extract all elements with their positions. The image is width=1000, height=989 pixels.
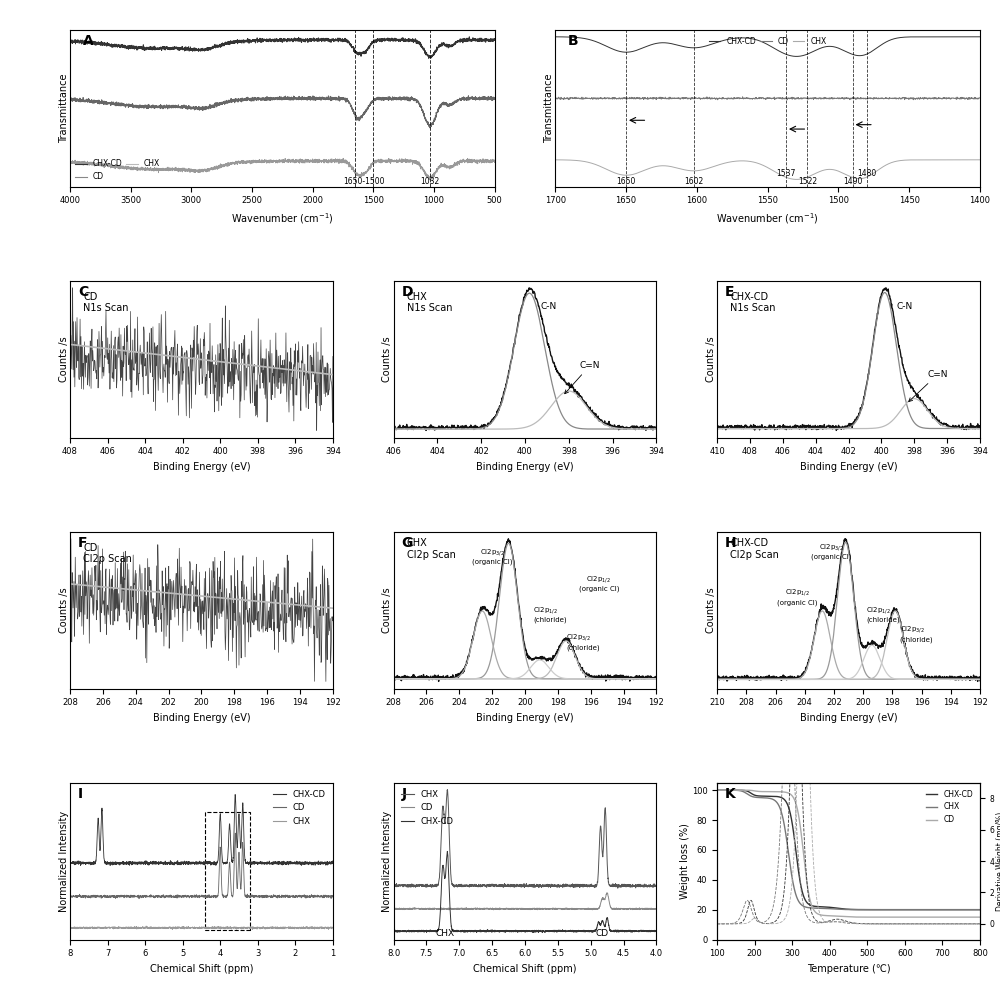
CHX-CD <box>839 903 851 915</box>
CHX-CD <box>725 784 737 796</box>
Y-axis label: Counts /s: Counts /s <box>59 336 69 382</box>
CHX <box>711 784 723 796</box>
CHX <box>966 904 978 916</box>
Text: C-N: C-N <box>540 303 557 312</box>
Text: C=N: C=N <box>909 370 948 402</box>
X-axis label: Wavenumber (cm$^{-1}$): Wavenumber (cm$^{-1}$) <box>716 211 819 225</box>
CD <box>832 910 844 922</box>
Text: J: J <box>401 787 407 801</box>
Text: D: D <box>401 286 413 300</box>
X-axis label: Binding Energy (eV): Binding Energy (eV) <box>476 713 574 723</box>
X-axis label: Binding Energy (eV): Binding Energy (eV) <box>153 713 250 723</box>
X-axis label: Binding Energy (eV): Binding Energy (eV) <box>800 462 897 472</box>
Legend: CHX-CD, CD, CHX: CHX-CD, CD, CHX <box>74 158 162 183</box>
Y-axis label: Derivative Weight (mg/%): Derivative Weight (mg/%) <box>996 812 1000 911</box>
CD <box>966 911 978 923</box>
Text: CHX-CD
Cl2p Scan: CHX-CD Cl2p Scan <box>730 538 779 560</box>
Y-axis label: Normalized Intensity: Normalized Intensity <box>59 811 69 912</box>
CHX-CD <box>974 904 986 916</box>
Line: CD: CD <box>717 790 980 917</box>
Text: Cl2p$_{3/2}$
(organic Cl): Cl2p$_{3/2}$ (organic Cl) <box>811 542 851 561</box>
X-axis label: Chemical Shift (ppm): Chemical Shift (ppm) <box>150 964 253 974</box>
Legend: CHX-CD, CD, CHX: CHX-CD, CD, CHX <box>706 34 829 48</box>
Text: 1490: 1490 <box>843 177 862 186</box>
CD <box>839 911 851 923</box>
CD <box>918 911 930 923</box>
CD <box>725 784 737 796</box>
Text: 1602: 1602 <box>684 177 704 186</box>
Legend: CHX, CD, CHX-CD: CHX, CD, CHX-CD <box>398 787 457 829</box>
Y-axis label: Normalized Intensity: Normalized Intensity <box>382 811 392 912</box>
Text: CHX
N1s Scan: CHX N1s Scan <box>407 292 452 314</box>
Text: 1480: 1480 <box>857 168 876 178</box>
Text: A: A <box>83 35 93 48</box>
CHX <box>974 904 986 916</box>
Text: 1650-1500: 1650-1500 <box>343 177 385 187</box>
X-axis label: Binding Energy (eV): Binding Energy (eV) <box>800 713 897 723</box>
CHX-CD <box>918 904 930 916</box>
Y-axis label: Transmittance: Transmittance <box>544 73 554 142</box>
Text: CD
Cl2p Scan: CD Cl2p Scan <box>83 543 132 565</box>
Y-axis label: Counts /s: Counts /s <box>382 587 392 633</box>
Y-axis label: Transmittance: Transmittance <box>59 73 69 142</box>
CHX-CD <box>832 902 844 914</box>
Text: Cl2p$_{3/2}$
(chloride): Cl2p$_{3/2}$ (chloride) <box>566 633 600 651</box>
CHX <box>839 904 851 916</box>
X-axis label: Wavenumber (cm$^{-1}$): Wavenumber (cm$^{-1}$) <box>231 211 334 225</box>
Y-axis label: Counts /s: Counts /s <box>59 587 69 633</box>
Text: CHX
Cl2p Scan: CHX Cl2p Scan <box>407 538 456 560</box>
Text: Cl2p$_{1/2}$
(chloride): Cl2p$_{1/2}$ (chloride) <box>533 605 567 623</box>
X-axis label: Temperature (℃): Temperature (℃) <box>807 964 890 974</box>
Text: F: F <box>78 536 87 551</box>
Text: C=N: C=N <box>565 361 600 394</box>
Legend: CHX-CD, CHX, CD: CHX-CD, CHX, CD <box>923 786 976 827</box>
Text: 1537: 1537 <box>776 168 796 178</box>
CD <box>711 784 723 796</box>
X-axis label: Binding Energy (eV): Binding Energy (eV) <box>476 462 574 472</box>
Text: CD
N1s Scan: CD N1s Scan <box>83 292 129 314</box>
Text: Cl2p$_{1/2}$
(chloride): Cl2p$_{1/2}$ (chloride) <box>866 605 900 623</box>
Y-axis label: Counts /s: Counts /s <box>706 336 716 382</box>
CHX <box>918 904 930 916</box>
Text: K: K <box>725 787 736 801</box>
X-axis label: Chemical Shift (ppm): Chemical Shift (ppm) <box>473 964 577 974</box>
CHX-CD <box>711 784 723 796</box>
CHX-CD <box>966 904 978 916</box>
Text: CHX: CHX <box>435 930 454 939</box>
Text: E: E <box>725 286 734 300</box>
X-axis label: Binding Energy (eV): Binding Energy (eV) <box>153 462 250 472</box>
Text: C-N: C-N <box>896 302 912 311</box>
Y-axis label: Weight loss (%): Weight loss (%) <box>680 823 690 899</box>
Text: Cl2p$_{1/2}$
(organic Cl): Cl2p$_{1/2}$ (organic Cl) <box>777 587 818 605</box>
Text: 1650: 1650 <box>616 177 636 186</box>
Text: 1032: 1032 <box>420 177 440 187</box>
Text: Cl2p$_{1/2}$
(organic Cl): Cl2p$_{1/2}$ (organic Cl) <box>579 575 619 592</box>
CHX-CD <box>966 904 978 916</box>
CD <box>974 911 986 923</box>
Text: Cl2p$_{3/2}$
(organic Cl): Cl2p$_{3/2}$ (organic Cl) <box>472 547 512 565</box>
Text: I: I <box>78 787 83 801</box>
Legend: CHX-CD, CD, CHX: CHX-CD, CD, CHX <box>270 787 329 829</box>
Text: CD: CD <box>596 930 609 939</box>
Text: H: H <box>725 536 737 551</box>
Text: C: C <box>78 286 88 300</box>
Y-axis label: Counts /s: Counts /s <box>706 587 716 633</box>
CD <box>966 911 978 923</box>
CHX <box>966 904 978 916</box>
CHX <box>725 784 737 796</box>
Line: CHX: CHX <box>717 790 980 910</box>
CHX <box>832 903 844 915</box>
Line: CHX-CD: CHX-CD <box>717 790 980 910</box>
Text: 1522: 1522 <box>798 177 817 186</box>
Y-axis label: Counts /s: Counts /s <box>382 336 392 382</box>
Text: B: B <box>568 35 579 48</box>
Text: Cl2p$_{3/2}$
(chloride): Cl2p$_{3/2}$ (chloride) <box>900 625 933 643</box>
Text: G: G <box>401 536 413 551</box>
Text: CHX-CD
N1s Scan: CHX-CD N1s Scan <box>730 292 776 314</box>
